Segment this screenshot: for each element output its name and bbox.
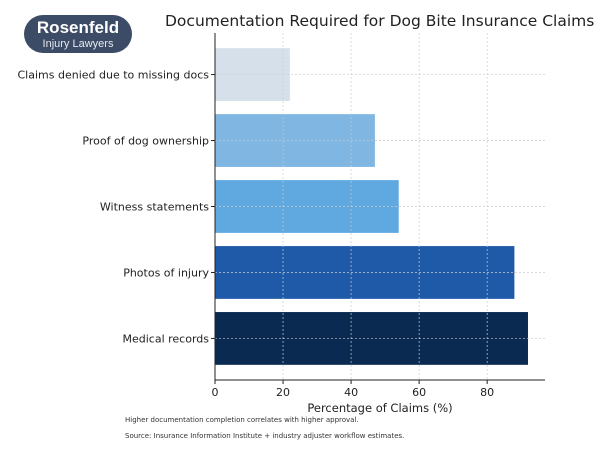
x-tick-label: 60 (412, 386, 426, 399)
x-tick-label: 80 (480, 386, 494, 399)
x-axis-label: Percentage of Claims (%) (307, 401, 452, 415)
y-tick-label: Proof of dog ownership (82, 135, 209, 148)
logo-line2: Injury Lawyers (42, 38, 114, 50)
footnote: Higher documentation completion correlat… (125, 416, 359, 424)
logo: Rosenfeld Injury Lawyers (24, 15, 132, 53)
y-tick-label: Witness statements (100, 201, 209, 214)
x-tick-label: 40 (344, 386, 358, 399)
y-tick-label: Claims denied due to missing docs (18, 69, 210, 82)
source-note: Source: Insurance Information Institute … (125, 432, 405, 440)
logo-line1: Rosenfeld (36, 18, 120, 37)
chart-title: Documentation Required for Dog Bite Insu… (165, 12, 595, 30)
x-tick-label: 20 (276, 386, 290, 399)
x-tick-label: 0 (212, 386, 219, 399)
y-tick-label: Photos of injury (123, 266, 209, 279)
y-tick-label: Medical records (122, 332, 209, 345)
